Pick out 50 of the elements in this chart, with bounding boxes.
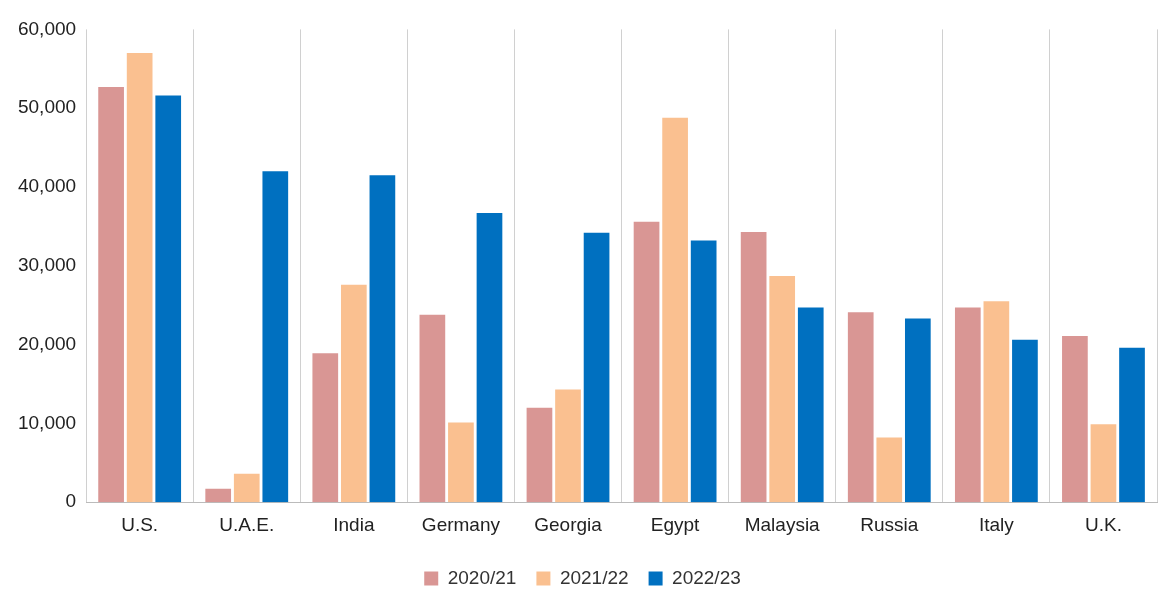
legend-label: 2022/23 — [672, 566, 741, 588]
bar — [983, 301, 1010, 503]
bar — [633, 221, 660, 503]
legend-label: 2020/21 — [447, 566, 517, 588]
x-tick-label: India — [333, 513, 375, 535]
y-tick-label: 30,000 — [17, 254, 77, 276]
x-tick-label: Malaysia — [744, 513, 821, 535]
bar — [954, 307, 981, 503]
bar — [904, 318, 931, 503]
x-tick-label: Germany — [421, 513, 501, 535]
y-tick-label: 10,000 — [17, 411, 77, 433]
bar — [1090, 424, 1117, 503]
bar — [847, 312, 874, 503]
bar — [690, 240, 717, 503]
bar — [98, 86, 124, 503]
x-tick-label: Georgia — [534, 513, 603, 535]
bar — [876, 437, 903, 503]
y-tick-label: 20,000 — [17, 332, 77, 354]
bar — [369, 175, 396, 503]
y-tick-label: 40,000 — [17, 175, 77, 197]
bar — [526, 407, 553, 503]
bar — [583, 232, 610, 503]
bar — [448, 422, 474, 503]
x-tick-label: U.K. — [1084, 513, 1122, 535]
bar — [205, 488, 232, 503]
bar — [740, 231, 767, 503]
x-tick-label: Russia — [860, 513, 919, 535]
bar — [233, 473, 260, 503]
y-tick-label: 50,000 — [17, 96, 77, 118]
bar — [1119, 347, 1145, 503]
legend-label: 2021/22 — [559, 566, 629, 588]
x-tick-label: Egypt — [650, 513, 701, 535]
bar — [555, 389, 581, 503]
y-tick-label: 0 — [65, 490, 77, 512]
bar — [662, 117, 688, 503]
bar — [262, 171, 289, 503]
bar — [312, 353, 339, 503]
y-tick-label: 60,000 — [17, 17, 77, 39]
bar — [476, 213, 503, 503]
bar — [155, 95, 182, 503]
bar — [1012, 339, 1038, 503]
bar — [340, 284, 367, 503]
x-tick-label: Italy — [978, 513, 1015, 535]
x-tick-label: U.A.E. — [219, 513, 275, 535]
x-tick-label: U.S. — [121, 513, 159, 535]
bar — [769, 276, 796, 503]
bar — [797, 307, 824, 503]
bar — [126, 53, 153, 503]
bar — [1062, 335, 1088, 503]
bar — [419, 314, 446, 503]
